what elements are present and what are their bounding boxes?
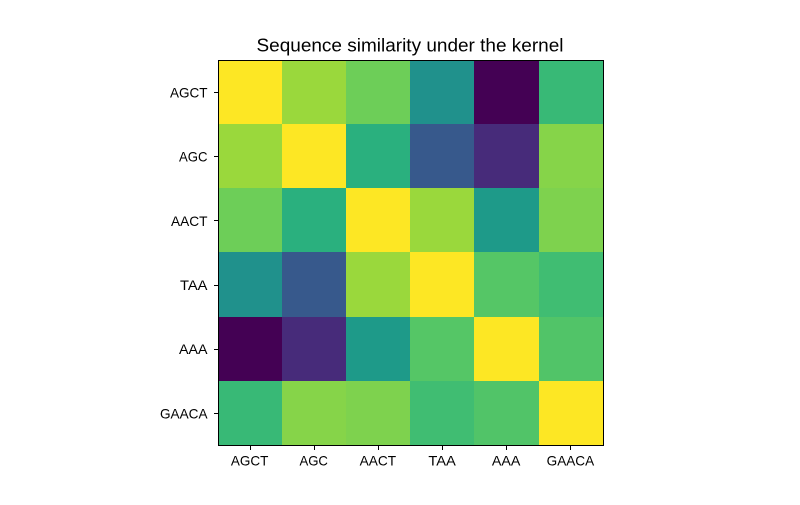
svg-text:AAA: AAA <box>492 453 521 469</box>
svg-text:TAA: TAA <box>428 453 456 469</box>
svg-text:GAACA: GAACA <box>547 453 595 469</box>
svg-text:AGC: AGC <box>299 453 328 469</box>
svg-text:GAACA: GAACA <box>160 405 208 421</box>
svg-text:AAA: AAA <box>179 341 208 357</box>
svg-text:AACT: AACT <box>360 453 397 469</box>
svg-text:AGCT: AGCT <box>231 453 269 469</box>
svg-text:AACT: AACT <box>171 213 208 229</box>
svg-text:Sequence similarity under the: Sequence similarity under the kernel <box>257 36 564 56</box>
svg-text:AGCT: AGCT <box>170 85 208 101</box>
svg-text:TAA: TAA <box>180 277 208 293</box>
svg-text:AGC: AGC <box>179 149 208 165</box>
